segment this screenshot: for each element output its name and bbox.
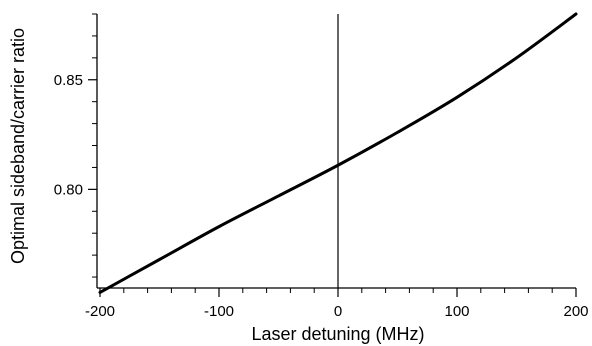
x-axis-label: Laser detuning (MHz) [251, 324, 424, 344]
x-tick-label: -100 [204, 303, 234, 320]
y-tick-label: 0.80 [54, 181, 83, 198]
series-group [98, 12, 578, 294]
x-tick-label: -200 [85, 303, 115, 320]
y-tick-label: 0.85 [54, 72, 83, 89]
y-axis-label: Optimal sideband/carrier ratio [8, 28, 28, 264]
tick-labels: -200 -100 0 100 200 0.80 0.85 [54, 72, 589, 320]
series-line [98, 12, 578, 294]
axes [88, 13, 577, 297]
x-tick-label: 0 [334, 303, 342, 320]
x-tick-label: 200 [563, 303, 588, 320]
x-tick-label: 100 [444, 303, 469, 320]
